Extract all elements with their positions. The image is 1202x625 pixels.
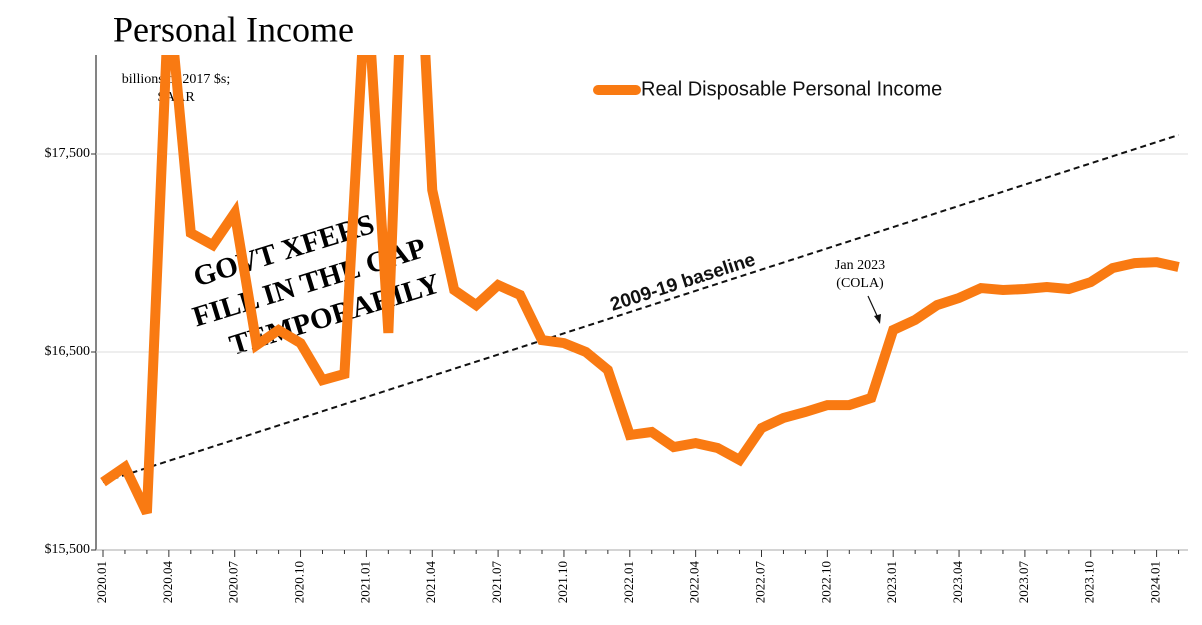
x-tick-label: 2023.04 <box>950 561 965 604</box>
chart-title: Personal Income <box>113 9 354 49</box>
x-tick-label: 2021.04 <box>423 561 438 604</box>
x-tick-label: 2022.10 <box>818 561 833 603</box>
baseline <box>102 134 1179 484</box>
x-tick-label: 2021.07 <box>489 561 504 604</box>
x-tick-label: 2023.10 <box>1082 561 1097 603</box>
x-tick-label: 2023.07 <box>1016 561 1031 604</box>
x-tick-label: 2022.04 <box>687 561 702 604</box>
data-line <box>100 55 1180 516</box>
baseline-label: 2009-19 baseline <box>608 249 758 315</box>
x-tick-label: 2022.07 <box>752 561 767 604</box>
y-tick-label: $17,500 <box>45 146 91 161</box>
y-tick-label: $16,500 <box>45 344 91 359</box>
legend-label: Real Disposable Personal Income <box>641 78 942 100</box>
x-tick-label: 2021.01 <box>357 561 372 603</box>
x-tick-label: 2020.04 <box>160 561 175 604</box>
x-tick-label: 2023.01 <box>884 561 899 603</box>
cola-arrowhead <box>874 314 881 324</box>
govt-note: GOVT XFERS FILL IN THE GAP TEMPORARILY <box>189 208 444 362</box>
y-tick-label: $15,500 <box>45 542 91 557</box>
cola-note: Jan 2023 <box>835 258 885 273</box>
x-tick-label: 2020.01 <box>94 561 109 603</box>
x-tick-label: 2022.01 <box>621 561 636 603</box>
x-tick-label: 2020.10 <box>292 561 307 603</box>
cola-note: (COLA) <box>836 276 884 291</box>
x-tick-label: 2024.01 <box>1148 561 1163 603</box>
x-tick-label: 2020.07 <box>226 561 241 604</box>
x-tick-label: 2021.10 <box>555 561 570 603</box>
